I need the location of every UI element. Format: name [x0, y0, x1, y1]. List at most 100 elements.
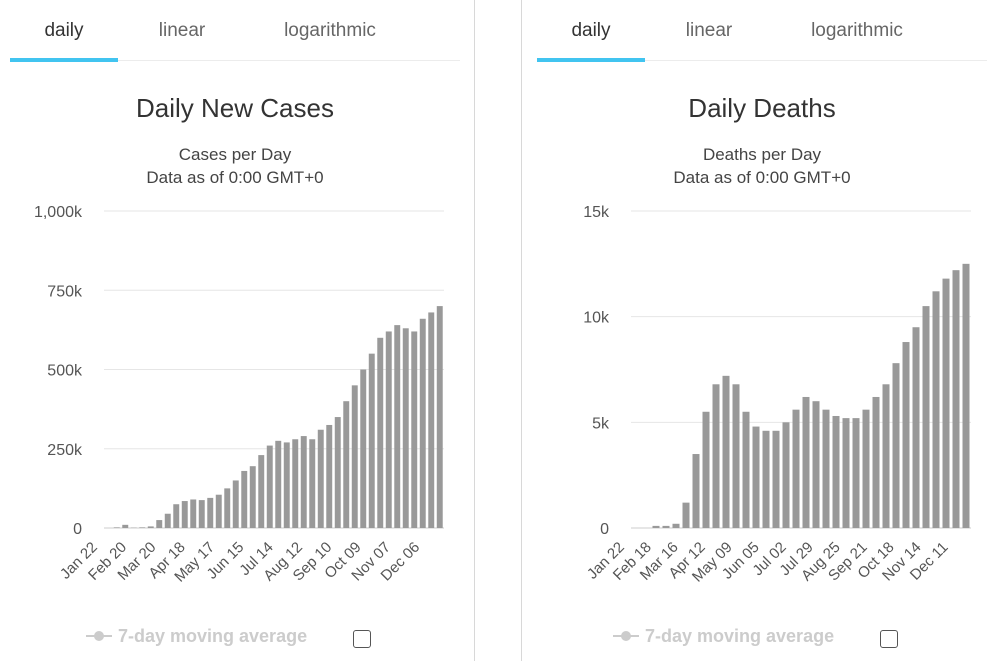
bar[interactable]	[215, 494, 222, 528]
y-tick-label: 0	[600, 521, 609, 538]
bar[interactable]	[672, 523, 680, 528]
chart-legend[interactable]: 7-day moving average	[613, 624, 834, 648]
bar[interactable]	[662, 525, 670, 528]
bar[interactable]	[411, 331, 418, 528]
bar[interactable]	[428, 312, 435, 528]
bar[interactable]	[852, 418, 860, 528]
bar[interactable]	[772, 430, 780, 528]
bar[interactable]	[952, 270, 960, 528]
moving-average-checkbox[interactable]	[880, 630, 898, 648]
deaths-panel: daily linear logarithmic Daily Deaths Dea…	[537, 0, 987, 661]
bar[interactable]	[882, 384, 890, 528]
y-tick-label: 1,000k	[34, 204, 83, 221]
bar[interactable]	[962, 263, 970, 528]
bar[interactable]	[377, 337, 384, 528]
bar[interactable]	[822, 409, 830, 528]
chart-title: Daily New Cases	[136, 93, 334, 123]
bar[interactable]	[402, 328, 409, 528]
cases-tab-bar: daily linear logarithmic	[10, 0, 460, 62]
bar[interactable]	[122, 524, 129, 528]
bar[interactable]	[207, 497, 214, 528]
bar[interactable]	[334, 417, 341, 528]
bar[interactable]	[147, 526, 154, 528]
daily-new-cases-chart: Daily New Cases Cases per Day Data as of 0…	[34, 93, 444, 586]
bar[interactable]	[692, 454, 700, 528]
y-tick-label: 500k	[47, 363, 83, 380]
bar[interactable]	[762, 430, 770, 528]
bar[interactable]	[752, 426, 760, 528]
tab-logarithmic[interactable]: logarithmic	[284, 20, 376, 41]
bar[interactable]	[802, 396, 810, 528]
bar[interactable]	[181, 501, 188, 528]
chart-title: Daily Deaths	[688, 93, 835, 123]
bar[interactable]	[224, 488, 231, 528]
bar[interactable]	[156, 520, 163, 528]
bar[interactable]	[113, 527, 120, 528]
tab-daily[interactable]: daily	[10, 0, 118, 62]
bar[interactable]	[732, 384, 740, 528]
chart-subtitle: Cases per Day	[179, 145, 292, 164]
bar[interactable]	[300, 436, 307, 528]
bar[interactable]	[742, 411, 750, 528]
chart-legend[interactable]: 7-day moving average	[86, 624, 307, 648]
bar[interactable]	[712, 384, 720, 528]
bar[interactable]	[892, 363, 900, 528]
bar[interactable]	[326, 424, 333, 528]
bar[interactable]	[932, 291, 940, 528]
bar[interactable]	[702, 411, 710, 528]
y-tick-label: 250k	[47, 442, 83, 459]
tab-linear[interactable]: linear	[685, 20, 733, 41]
bar[interactable]	[902, 342, 910, 528]
bar[interactable]	[872, 396, 880, 528]
daily-deaths-chart: Daily Deaths Deaths per Day Data as of 0:0…	[583, 93, 971, 586]
bar[interactable]	[190, 499, 197, 528]
bar[interactable]	[232, 480, 239, 528]
bar[interactable]	[292, 439, 299, 528]
bar[interactable]	[792, 409, 800, 528]
bar[interactable]	[419, 318, 426, 528]
bar[interactable]	[309, 439, 316, 528]
bar[interactable]	[139, 527, 146, 528]
bar[interactable]	[912, 327, 920, 528]
bar[interactable]	[812, 401, 820, 528]
tab-daily[interactable]: daily	[537, 0, 645, 62]
bar[interactable]	[266, 445, 273, 528]
bar[interactable]	[368, 353, 375, 528]
chart-subtitle: Deaths per Day	[703, 145, 822, 164]
bar[interactable]	[385, 331, 392, 528]
bar[interactable]	[360, 369, 367, 529]
bar[interactable]	[832, 415, 840, 528]
bar[interactable]	[283, 442, 290, 528]
legend-label-moving-average: 7-day moving average	[118, 625, 308, 646]
bar[interactable]	[842, 418, 850, 528]
moving-average-checkbox[interactable]	[353, 630, 371, 648]
bar[interactable]	[942, 278, 950, 528]
panel-divider-right	[521, 0, 522, 661]
bar[interactable]	[682, 502, 690, 528]
bar[interactable]	[394, 325, 401, 528]
panel-divider-left	[474, 0, 475, 661]
y-tick-label: 15k	[583, 204, 610, 221]
bar[interactable]	[198, 500, 205, 528]
legend-line-dot-icon	[86, 628, 112, 644]
tab-logarithmic[interactable]: logarithmic	[811, 20, 903, 41]
y-tick-label: 5k	[592, 415, 610, 432]
bar[interactable]	[652, 525, 660, 528]
bar[interactable]	[862, 409, 870, 528]
legend-label-moving-average: 7-day moving average	[645, 625, 835, 646]
bar[interactable]	[249, 466, 256, 528]
bar[interactable]	[351, 385, 358, 528]
bar[interactable]	[241, 470, 248, 528]
bar[interactable]	[258, 455, 265, 528]
bar[interactable]	[343, 401, 350, 528]
cases-panel: daily linear logarithmic Daily New Cases…	[10, 0, 460, 661]
tab-linear[interactable]: linear	[158, 20, 206, 41]
bar[interactable]	[317, 429, 324, 528]
bar[interactable]	[173, 504, 180, 528]
bar[interactable]	[922, 306, 930, 528]
bar[interactable]	[782, 422, 790, 528]
bar[interactable]	[164, 513, 171, 528]
bar[interactable]	[722, 375, 730, 528]
bar[interactable]	[275, 440, 282, 528]
bar[interactable]	[436, 306, 443, 528]
